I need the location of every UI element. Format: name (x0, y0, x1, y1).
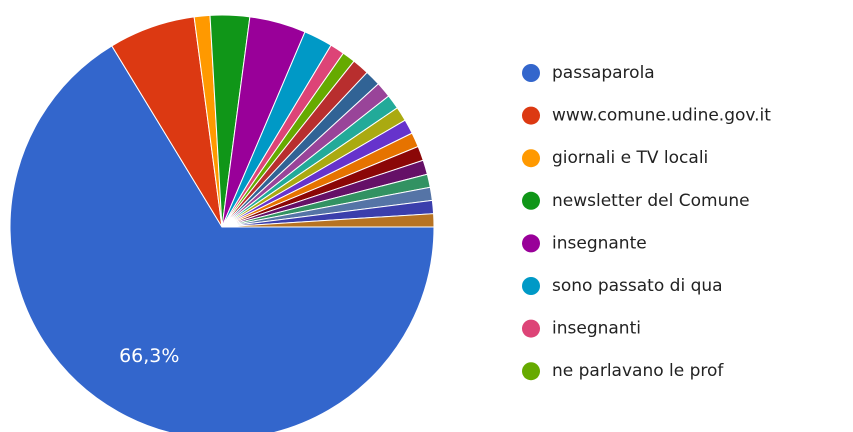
legend-swatch (522, 277, 540, 295)
legend-text: ne parlavano le prof (552, 361, 724, 381)
legend-text: giornali e TV locali (552, 148, 708, 168)
legend-swatch (522, 106, 540, 125)
legend-text: insegnante (552, 233, 647, 253)
legend-text: newsletter del Comune (552, 191, 750, 211)
legend-text: insegnanti (552, 319, 641, 339)
legend-text: passaparola (552, 63, 655, 83)
pie-slice (9, 45, 435, 432)
legend-swatch (522, 319, 540, 338)
legend-swatch (522, 191, 540, 210)
legend-text: sono passato di qua (552, 276, 723, 296)
slice-label: 66,3% (119, 345, 179, 367)
legend-swatch (522, 362, 540, 381)
pie-slice (221, 213, 435, 228)
legend-swatch (522, 64, 540, 82)
legend-text: www.comune.udine.gov.it (552, 106, 771, 126)
legend-swatch (522, 149, 540, 168)
legend-swatch (522, 234, 540, 253)
